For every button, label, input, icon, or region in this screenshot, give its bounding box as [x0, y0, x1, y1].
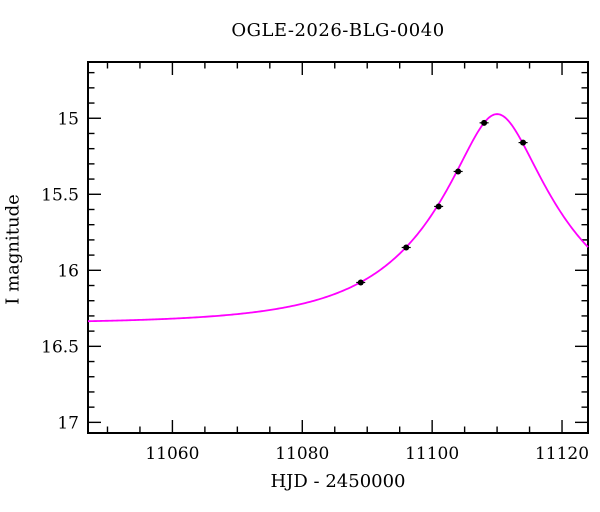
y-tick-label: 17: [57, 413, 79, 433]
model-light-curve: [87, 113, 589, 323]
data-point: [481, 119, 488, 126]
y-tick-label: 16.5: [41, 337, 79, 357]
x-axis-label: HJD - 2450000: [270, 471, 406, 492]
data-point: [403, 244, 410, 251]
x-tick-label: 11080: [275, 444, 329, 464]
chart-title: OGLE-2026-BLG-0040: [231, 20, 445, 41]
x-tick-label: 11100: [405, 444, 459, 464]
y-axis-label: I magnitude: [2, 194, 24, 305]
data-point: [520, 139, 527, 146]
data-point: [435, 203, 442, 210]
data-point: [357, 279, 364, 286]
y-tick-label: 15.5: [41, 185, 79, 205]
data-point: [455, 168, 462, 175]
plot-frame: [87, 61, 589, 434]
x-tick-label: 11120: [535, 444, 589, 464]
x-tick-label: 11060: [145, 444, 199, 464]
y-tick-label: 15: [57, 109, 79, 129]
y-tick-label: 16: [57, 261, 79, 281]
